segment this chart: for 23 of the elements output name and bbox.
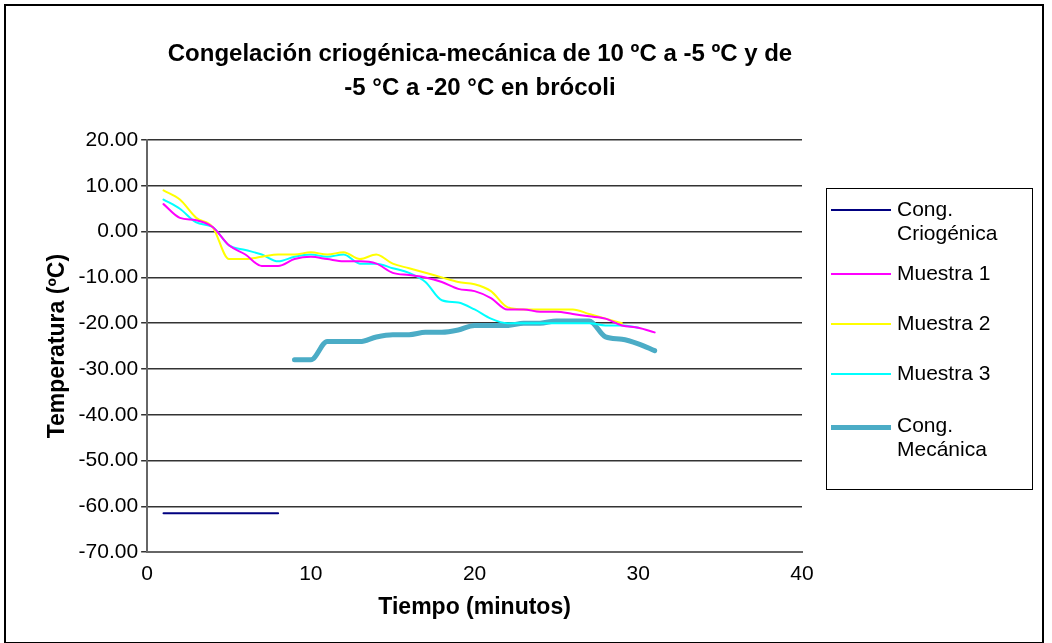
legend-label: Cong. Criogénica (897, 197, 999, 245)
x-tick-label: 10 (299, 560, 323, 584)
y-axis-title: Temperatura (ºC) (43, 253, 70, 439)
y-tick-label: -40.00 (78, 401, 139, 425)
legend-label: Muestra 2 (897, 311, 992, 335)
y-tick-label: -30.00 (78, 355, 139, 379)
x-tick-label: 20 (462, 560, 487, 584)
legend-label: Muestra 3 (897, 361, 992, 385)
y-tick-label: -70.00 (78, 539, 139, 562)
legend-label: Cong. Mecánica (897, 413, 988, 461)
y-tick-label: -50.00 (78, 447, 139, 471)
x-tick-label: 0 (141, 560, 153, 584)
x-axis-title: Tiempo (minutos) (378, 592, 571, 619)
y-tick-label: 20.00 (85, 126, 139, 150)
legend-label: Muestra 1 (897, 261, 992, 285)
y-tick-label: 10.00 (85, 172, 139, 196)
chart-title: Congelación criogénica-mecánica de 10 ºC a -5 ºC y de -5 °C a -20 °C en brócoli (166, 38, 794, 102)
x-tick-label: 30 (626, 560, 650, 584)
y-tick-label: -20.00 (78, 310, 139, 333)
y-tick-label: 0.00 (97, 218, 139, 242)
y-tick-label: -10.00 (78, 264, 139, 288)
y-tick-label: -60.00 (78, 493, 139, 517)
x-tick-label: 40 (790, 560, 814, 584)
